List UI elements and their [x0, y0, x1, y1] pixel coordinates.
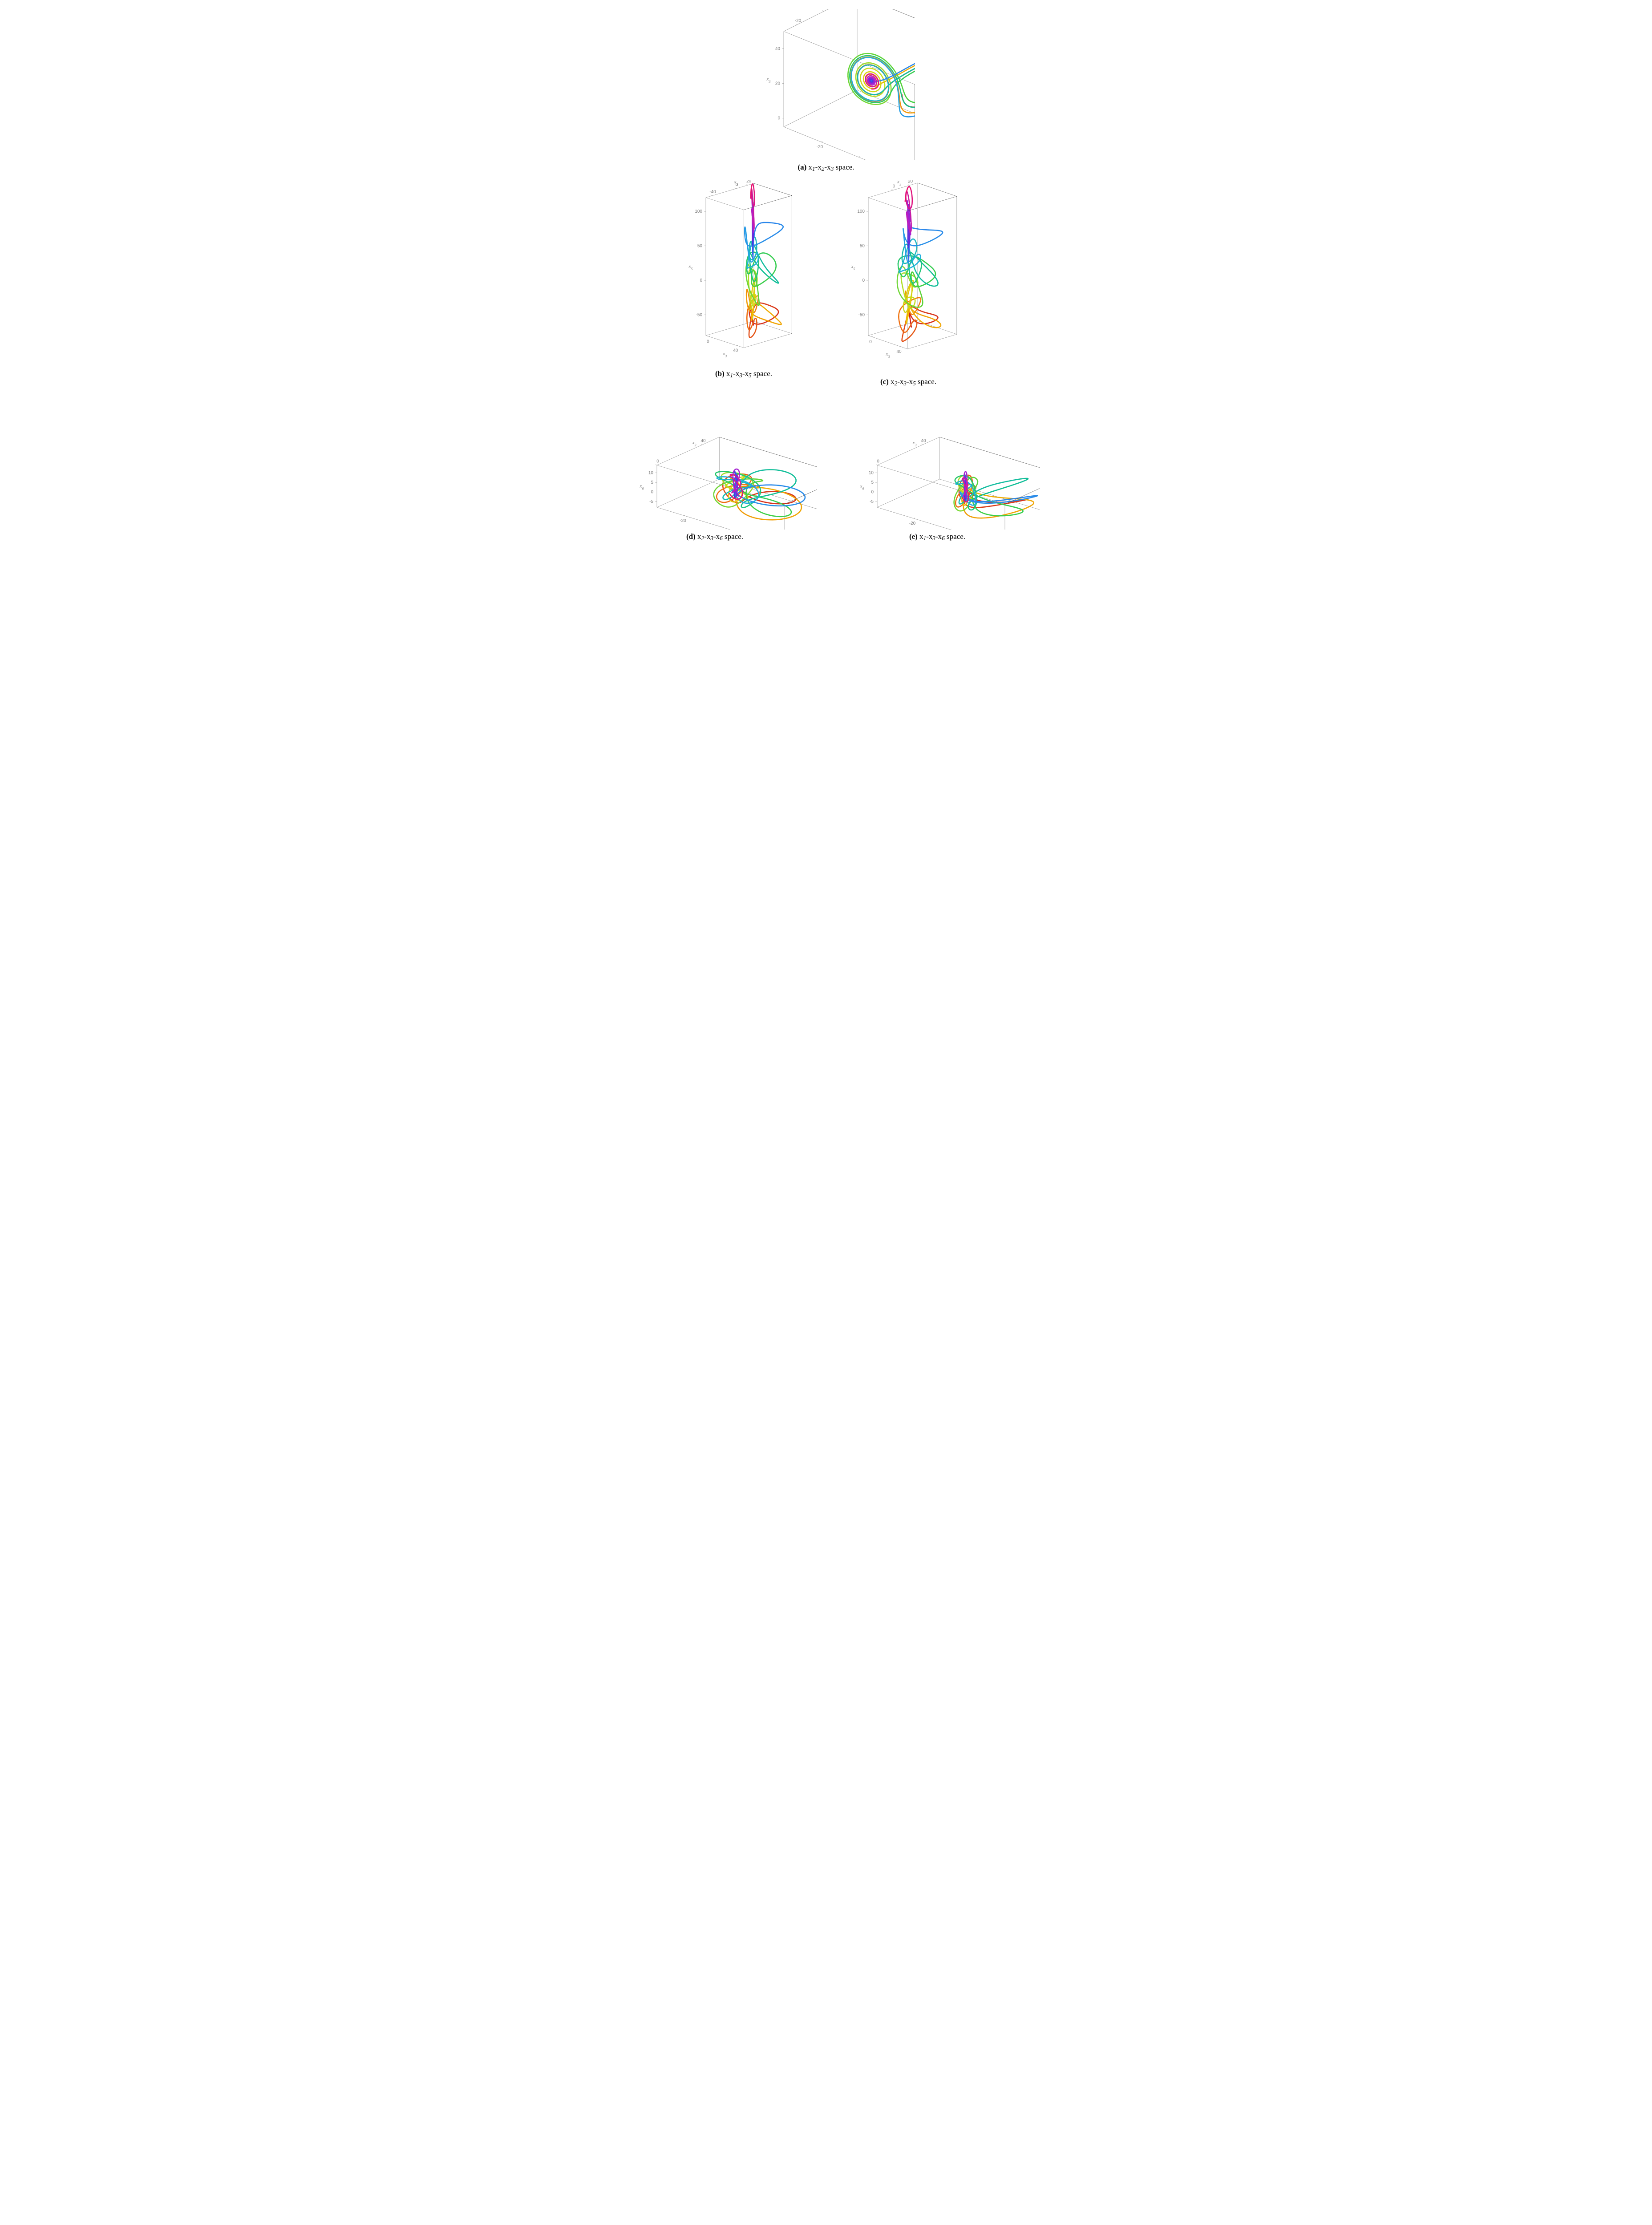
caption-c-tag: (c) [880, 377, 889, 386]
svg-text:-5: -5 [870, 499, 874, 504]
panel-e: -20020040-50510x1x3x6 (e) x1-x3-x6 space… [835, 396, 1040, 541]
svg-text:x3: x3 [766, 77, 771, 84]
svg-text:x5: x5 [851, 264, 855, 271]
svg-text:50: 50 [860, 244, 865, 249]
svg-text:-20: -20 [795, 19, 802, 24]
svg-text:5: 5 [651, 480, 653, 485]
trajectory [745, 184, 783, 337]
trajectory [954, 472, 1038, 518]
svg-text:-40: -40 [709, 190, 716, 194]
svg-text:x2: x2 [897, 180, 901, 186]
caption-c-text: x2-x3-x5 space. [891, 377, 936, 386]
svg-text:0: 0 [871, 490, 874, 495]
box-wireframe [868, 183, 957, 349]
svg-text:50: 50 [697, 244, 703, 249]
svg-text:-5: -5 [649, 499, 653, 504]
plot-a: -20020-2002002040x1x2x3 [737, 9, 915, 160]
plot-e: -20020040-50510x1x3x6 [835, 396, 1040, 530]
svg-text:0: 0 [656, 459, 659, 464]
svg-text:20: 20 [775, 81, 781, 86]
plot-b: 040-40020-50050100x3x1x5 [670, 180, 817, 367]
svg-text:100: 100 [857, 209, 865, 214]
row-bc: 0 40 -40 0 20 -50 0 50 100 x3 x1 x5 (b) x1-x3-x5 sp… [620, 180, 1032, 386]
caption-d-text: x2-x3-x6 space. [697, 532, 743, 541]
caption-d: (d) x2-x3-x6 space. [686, 532, 743, 541]
svg-text:-20: -20 [909, 521, 916, 526]
caption-a-text: x1-x2-x3 space. [809, 163, 854, 171]
svg-text:x3: x3 [912, 440, 917, 447]
svg-text:-50: -50 [858, 313, 865, 318]
plot-c: 0 40 0 20 -50 0 50 100 x3 x2 x5 [835, 180, 982, 367]
caption-b: (b) x1-x3-x5 space. [715, 369, 772, 378]
caption-e-tag: (e) [909, 532, 918, 541]
caption-a-tag: (a) [798, 163, 806, 171]
svg-text:0: 0 [651, 490, 653, 495]
svg-text:0: 0 [700, 278, 702, 283]
figure-page: -20 0 20 -20 0 20 0 20 40 x1 x2 x3 (a) x1-x2-x3 spa… [620, 0, 1032, 559]
caption-d-tag: (d) [686, 532, 696, 541]
panel-b: 040-40020-50050100x3x1x5 (b) x1-x3-x5 sp… [670, 180, 817, 386]
caption-a: (a) x1-x2-x3 space. [798, 163, 854, 172]
panel-d: -20020040-50510x2x3x6 (d) x2-x3-x6 space… [612, 396, 817, 541]
panel-a: -20020-2002002040x1x2x3 (a) x1-x2-x3 spa… [737, 9, 915, 172]
svg-text:0: 0 [869, 340, 872, 344]
svg-text:40: 40 [775, 47, 781, 52]
svg-text:x5: x5 [688, 264, 693, 271]
svg-text:40: 40 [733, 348, 738, 353]
ticks: 040-40020-50050100x3x1x5 [688, 180, 752, 358]
caption-b-tag: (b) [715, 369, 725, 378]
svg-text:-20: -20 [817, 145, 823, 150]
caption-b-text: x1-x3-x5 space. [726, 369, 772, 378]
row-de: -20020040-50510x2x3x6 (d) x2-x3-x6 space… [620, 396, 1032, 541]
row-a: -20020-2002002040x1x2x3 (a) x1-x2-x3 spa… [620, 9, 1032, 172]
svg-text:0: 0 [707, 340, 709, 344]
svg-text:x1: x1 [734, 180, 738, 186]
svg-text:10: 10 [648, 471, 654, 476]
svg-text:x6: x6 [640, 484, 644, 491]
svg-text:0: 0 [877, 459, 879, 464]
svg-text:40: 40 [896, 349, 902, 354]
trajectory [714, 469, 805, 520]
svg-text:40: 40 [921, 438, 926, 443]
svg-text:x3: x3 [692, 440, 696, 447]
svg-text:0: 0 [777, 116, 780, 121]
caption-c: (c) x2-x3-x5 space. [880, 377, 936, 386]
caption-e-text: x1-x3-x6 space. [919, 532, 965, 541]
svg-text:0: 0 [823, 9, 826, 10]
svg-text:20: 20 [908, 180, 913, 184]
svg-text:40: 40 [700, 438, 706, 443]
svg-text:x3: x3 [722, 351, 727, 358]
svg-text:20: 20 [746, 180, 752, 184]
svg-text:x3: x3 [886, 352, 890, 359]
svg-text:100: 100 [695, 209, 702, 214]
svg-text:-50: -50 [696, 313, 703, 318]
svg-text:10: 10 [869, 471, 874, 476]
trajectory [848, 53, 915, 117]
svg-text:0: 0 [862, 278, 865, 283]
panel-c: 0 40 0 20 -50 0 50 100 x3 x2 x5 (c) x2-x3-x5 space… [835, 180, 982, 386]
svg-text:0: 0 [893, 184, 895, 189]
svg-text:5: 5 [871, 480, 874, 485]
caption-e: (e) x1-x3-x6 space. [909, 532, 965, 541]
svg-text:x6: x6 [860, 484, 864, 491]
plot-d: -20020040-50510x2x3x6 [612, 396, 817, 530]
svg-text:-20: -20 [680, 518, 686, 523]
